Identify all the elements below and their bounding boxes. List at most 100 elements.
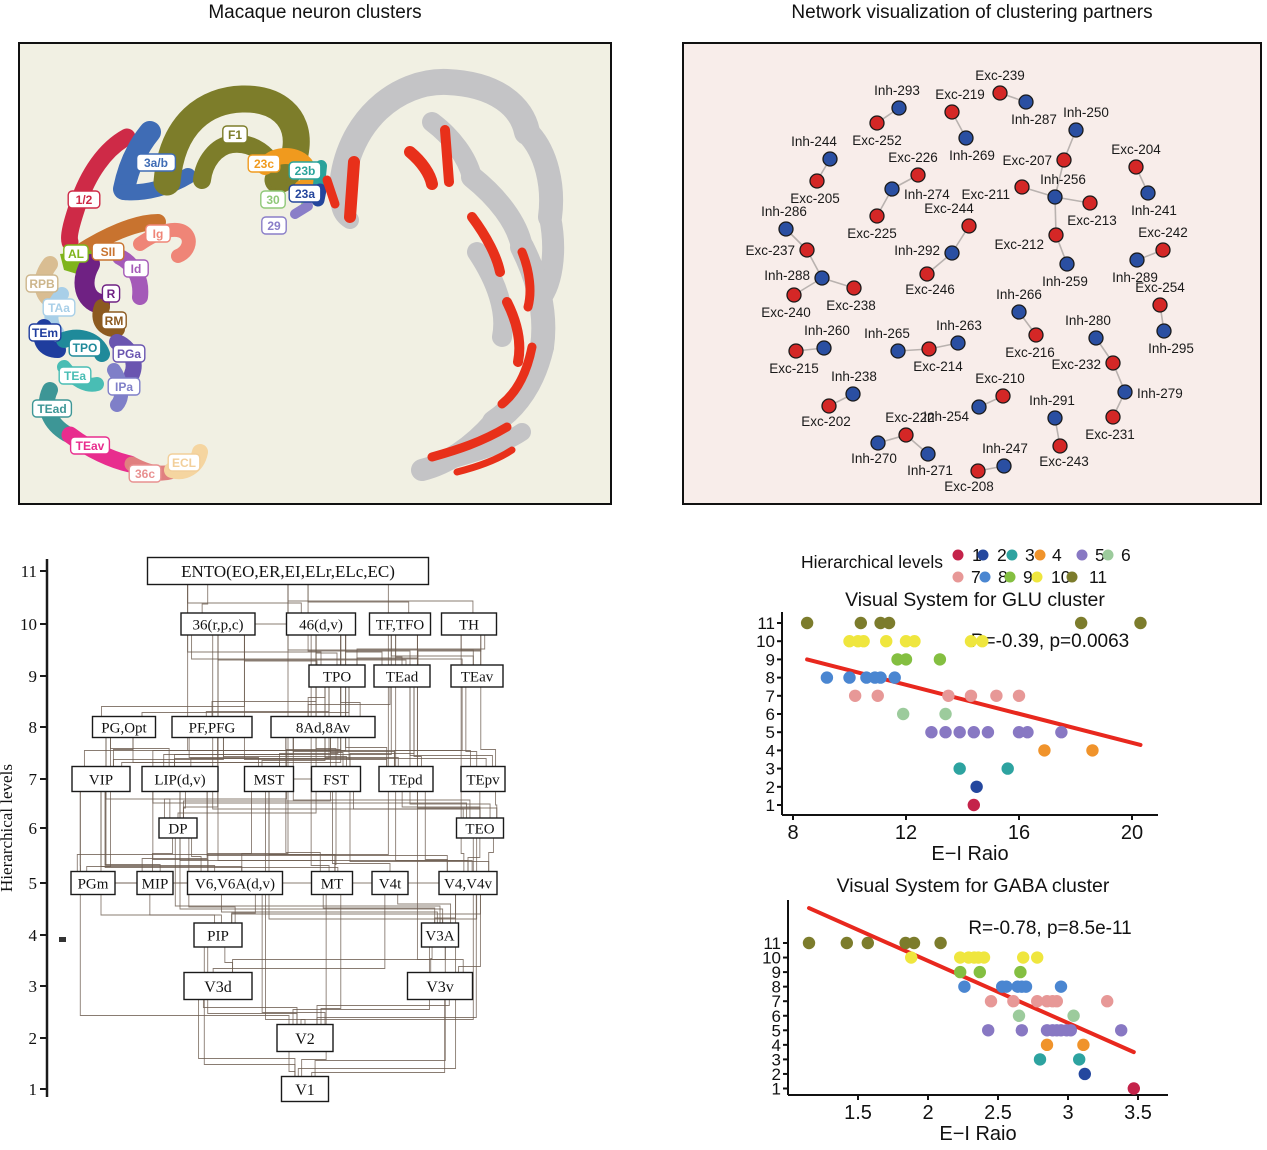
hierarchy-box-label: TF,TFO bbox=[376, 617, 425, 633]
hierarchy-edge bbox=[100, 791, 222, 923]
hierarchy-edge bbox=[315, 635, 337, 767]
network-node-label: Inh-256 bbox=[1040, 172, 1086, 187]
network-node-label: Exc-238 bbox=[826, 298, 876, 313]
brain-region-shape bbox=[322, 175, 340, 209]
glu-plot-x-tick-label: 12 bbox=[895, 822, 917, 844]
glu-plot-y-tick-label: 8 bbox=[766, 669, 775, 688]
network-node-Inh-266 bbox=[1011, 304, 1027, 320]
brain-region-label: ECL bbox=[172, 456, 196, 470]
glu-plot-point-level-10 bbox=[964, 635, 978, 648]
brain-region-label-box bbox=[101, 311, 127, 330]
brain-region-shape bbox=[413, 423, 531, 479]
glu-plot-point-level-5 bbox=[1021, 726, 1034, 739]
network-node-label: Exc-213 bbox=[1067, 213, 1117, 228]
network-node-label: Inh-292 bbox=[894, 243, 940, 258]
glu-plot-title: Visual System for GLU cluster bbox=[845, 589, 1105, 611]
brain-region-label: Ig bbox=[153, 227, 164, 241]
hierarchy-edge bbox=[104, 791, 339, 872]
brain-region-label: 23b bbox=[295, 164, 316, 178]
gaba-plot-point-level-5 bbox=[1064, 1024, 1077, 1037]
network-node-label: Exc-210 bbox=[975, 371, 1025, 386]
glu-plot-point-level-11 bbox=[874, 616, 887, 630]
network-node-label: Inh-247 bbox=[982, 441, 1028, 456]
brain-region-label-box bbox=[69, 436, 111, 455]
gaba-plot-point-level-2 bbox=[1078, 1067, 1091, 1081]
hierarchy-box-A8 bbox=[270, 715, 376, 739]
brain-region-label: TEa bbox=[64, 369, 86, 383]
network-node-Inh-250 bbox=[1068, 122, 1084, 138]
network-node-label: Inh-295 bbox=[1148, 341, 1194, 356]
gaba-plot-point-level-11 bbox=[861, 936, 874, 950]
gaba-plot-title: Visual System for GABA cluster bbox=[837, 875, 1110, 897]
glu-plot-point-level-3 bbox=[953, 762, 966, 775]
brain-region-shape bbox=[467, 212, 505, 277]
hierarchy-edge bbox=[243, 635, 388, 767]
hierarchy-edge bbox=[397, 894, 452, 923]
glu-plot-y-tick-label: 10 bbox=[756, 632, 775, 651]
hierarchy-edge bbox=[191, 635, 463, 665]
network-node-Inh-263 bbox=[950, 335, 966, 351]
network-node-label: Inh-263 bbox=[936, 318, 982, 333]
brain-region-label: RPB bbox=[29, 277, 55, 291]
legend-label-11: 11 bbox=[1089, 567, 1107, 587]
brain-region-shape bbox=[453, 446, 516, 476]
gaba-plot-y-tick-label: 1 bbox=[772, 1080, 781, 1099]
hierarchy-edge bbox=[202, 999, 298, 1025]
hierarchy-y-tick-label: 11 bbox=[21, 562, 37, 581]
network-node-label: Inh-241 bbox=[1131, 203, 1177, 218]
network-node-label: Exc-225 bbox=[847, 226, 897, 241]
network-node-label: Exc-231 bbox=[1085, 427, 1135, 442]
brain-region-label: TPO bbox=[73, 341, 98, 355]
brain-region-label-box bbox=[101, 284, 121, 303]
gaba-plot-regression-line bbox=[807, 906, 1136, 1055]
hierarchy-box-label: VIP bbox=[89, 772, 113, 788]
hierarchy-edge bbox=[149, 894, 216, 923]
gaba-plot-point-level-8 bbox=[958, 980, 971, 993]
glu-plot-x-tick-label: 20 bbox=[1121, 822, 1143, 844]
gaba-plot-point-level-9 bbox=[973, 965, 986, 979]
legend-dot-5 bbox=[1076, 549, 1088, 561]
network-node-Inh-241 bbox=[1140, 185, 1156, 201]
network-node-Inh-274 bbox=[884, 181, 900, 197]
network-node-label: Exc-216 bbox=[1005, 345, 1055, 360]
brain-region-label-box bbox=[222, 125, 248, 144]
gaba-plot-point-level-5 bbox=[1115, 1024, 1128, 1037]
network-node-Inh-265 bbox=[890, 343, 906, 359]
hierarchy-box-label: PIP bbox=[207, 928, 229, 944]
hierarchy-edge bbox=[261, 894, 326, 1025]
hierarchy-box-label: V3A bbox=[425, 928, 454, 944]
hierarchy-edge bbox=[307, 687, 391, 717]
hierarchy-edge bbox=[495, 791, 498, 818]
hierarchy-edge bbox=[220, 894, 438, 923]
glu-plot-y-tick-label: 1 bbox=[766, 796, 775, 815]
network-node-Inh-286 bbox=[778, 221, 794, 237]
gaba-plot-point-level-10 bbox=[977, 951, 991, 964]
network-node-Exc-237 bbox=[799, 242, 815, 258]
gaba-plot-point-level-3 bbox=[1073, 1053, 1086, 1066]
network-node-label: Exc-222 bbox=[885, 410, 935, 425]
network-node-Exc-219 bbox=[944, 104, 960, 120]
hierarchy-y-tick-label: 8 bbox=[29, 718, 38, 737]
network-node-Exc-246 bbox=[919, 266, 935, 282]
glu-plot-point-level-11 bbox=[800, 616, 814, 630]
network-node-label: Inh-265 bbox=[864, 326, 910, 341]
glu-plot-point-level-10 bbox=[857, 635, 870, 648]
hierarchy-box-label: V3v bbox=[426, 979, 454, 996]
network-node-label: Exc-242 bbox=[1138, 225, 1188, 240]
hierarchy-edge bbox=[174, 838, 441, 923]
network-node-label: Inh-286 bbox=[761, 204, 807, 219]
network-node-Exc-252 bbox=[869, 115, 885, 131]
brain-region-shape bbox=[502, 297, 525, 367]
glu-plot-point-level-6 bbox=[896, 707, 910, 721]
brain-panel: F1 3a/b 23c 23b 23a 30 29 1/2 Ig SII AL Id RPB R TAa RM… bbox=[18, 42, 612, 505]
glu-plot-point-level-8 bbox=[843, 671, 856, 684]
hierarchy-box-FST bbox=[310, 765, 362, 793]
glu-plot-point-level-7 bbox=[964, 689, 978, 702]
brain-region-label: 29 bbox=[267, 219, 281, 233]
network-node-Exc-226 bbox=[910, 167, 926, 183]
glu-plot-y-tick-label: 3 bbox=[766, 760, 775, 779]
hierarchy-box-ENTO bbox=[146, 556, 430, 586]
brain-region-label-box bbox=[135, 153, 177, 172]
